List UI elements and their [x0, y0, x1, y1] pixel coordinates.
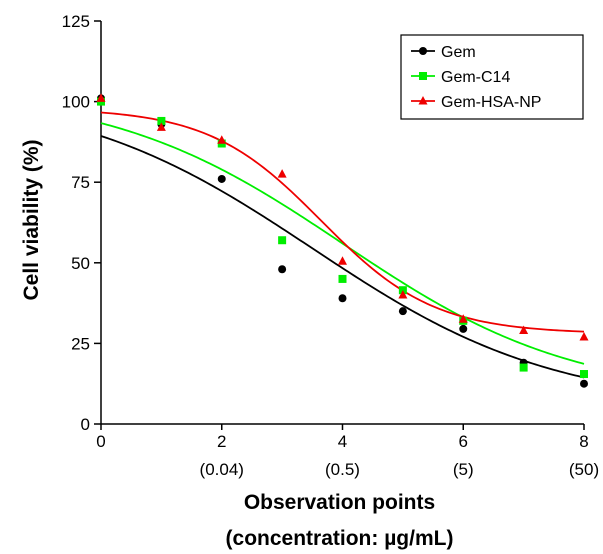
fit-curve-gem-hsa-np — [100, 111, 585, 333]
ticks: 0 25 50 75 100 125 0 2 (0.04) 4 (0.5) 6 (5) 8 (50) — [62, 12, 599, 479]
data-point-gem — [338, 294, 347, 303]
fit-curve-gem-c14 — [100, 122, 585, 365]
fit-curves — [100, 111, 585, 379]
x-tick-label: 6 — [459, 432, 468, 451]
legend-box — [400, 34, 584, 120]
data-point-gem — [278, 265, 287, 274]
x-tick-sublabel: (0.04) — [200, 460, 244, 479]
legend: Gem Gem-C14 Gem-HSA-NP — [400, 34, 584, 120]
x-tick-sublabel: (5) — [453, 460, 474, 479]
y-tick-label: 0 — [81, 415, 90, 434]
y-tick-label: 100 — [62, 93, 90, 112]
y-tick-label: 50 — [71, 254, 90, 273]
y-tick-label: 25 — [71, 334, 90, 353]
data-point-gem-c14 — [580, 370, 588, 379]
data-points — [96, 93, 589, 388]
data-point-gem-hsa-np — [338, 256, 347, 265]
data-point-gem-hsa-np — [519, 325, 529, 335]
data-point-gem-hsa-np — [398, 290, 408, 299]
data-point-gem-hsa-np — [217, 135, 227, 144]
data-point-gem-c14 — [519, 363, 528, 372]
data-point-gem-c14 — [157, 116, 166, 125]
y-tick-label: 125 — [62, 12, 90, 31]
data-point-gem-hsa-np — [277, 169, 287, 178]
x-axis-title-units: (concentration: µg/mL) — [226, 527, 454, 550]
data-point-gem — [398, 307, 407, 316]
legend-marker — [418, 96, 428, 105]
data-point-gem-hsa-np — [96, 93, 106, 102]
x-tick-label: 8 — [579, 432, 588, 451]
legend-marker — [419, 47, 427, 55]
data-point-gem — [217, 174, 226, 183]
x-tick-label: 4 — [338, 432, 347, 451]
data-point-gem-c14 — [278, 236, 287, 245]
legend-marker — [419, 72, 427, 80]
x-tick-label: 0 — [96, 432, 105, 451]
data-point-gem-hsa-np — [458, 314, 468, 323]
legend-label: Gem — [441, 44, 476, 61]
legend-label: Gem-C14 — [441, 69, 510, 86]
x-tick-label: 2 — [217, 432, 226, 451]
y-tick-label: 75 — [71, 173, 90, 192]
data-point-gem — [580, 379, 588, 388]
data-point-gem-hsa-np — [156, 122, 166, 131]
y-axis-title: Cell viability (%) — [20, 139, 43, 300]
legend-label: Gem-HSA-NP — [441, 94, 541, 111]
data-point-gem-c14 — [338, 274, 347, 283]
data-point-gem-hsa-np — [579, 331, 589, 341]
data-point-gem — [459, 324, 468, 333]
x-tick-sublabel: (50) — [569, 460, 599, 479]
x-axis-title: Observation points — [244, 491, 435, 514]
x-tick-sublabel: (0.5) — [325, 460, 360, 479]
fit-curve-gem — [100, 135, 585, 379]
